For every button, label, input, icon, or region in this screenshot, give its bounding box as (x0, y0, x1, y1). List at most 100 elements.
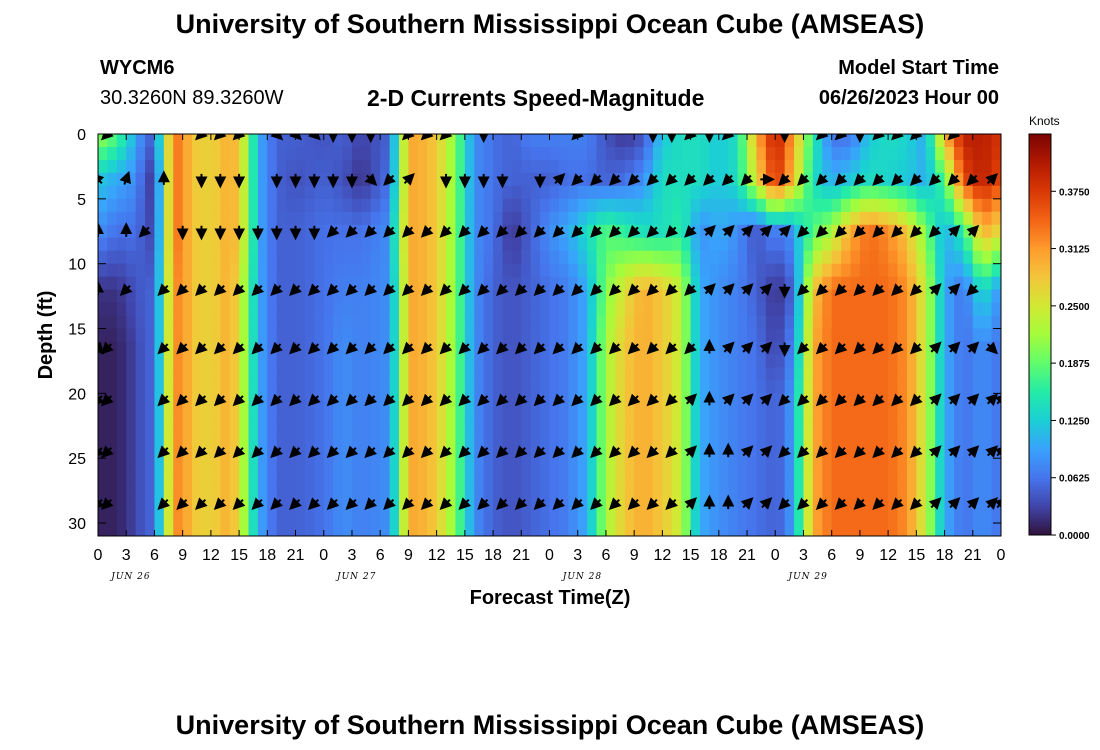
heatmap-cell (267, 276, 278, 291)
current-vector-arrow (364, 283, 378, 297)
current-vector-arrow (270, 134, 284, 141)
heatmap-cell (389, 497, 400, 511)
heatmap-cell (925, 146, 936, 161)
heatmap-cell (690, 497, 701, 511)
heatmap-cell (803, 419, 814, 433)
heatmap-cell (333, 354, 344, 369)
heatmap-cell (286, 354, 297, 369)
heatmap-cell (756, 289, 767, 304)
current-vector-arrow (307, 341, 321, 355)
current-vector-arrow (872, 224, 886, 238)
heatmap-cell (380, 354, 391, 369)
heatmap-cell (728, 380, 739, 394)
heatmap-cell (643, 484, 654, 498)
heatmap-cell (803, 198, 814, 213)
heatmap-cell (615, 458, 626, 472)
heatmap-cell (408, 367, 419, 381)
heatmap-cell (126, 419, 137, 433)
heatmap-cell (248, 484, 259, 498)
heatmap-cell (455, 263, 466, 278)
heatmap-cell (643, 237, 654, 252)
heatmap-cell (314, 198, 325, 213)
heatmap-cell (163, 393, 174, 407)
heatmap-cell (436, 263, 447, 278)
heatmap-cell (859, 146, 870, 161)
heatmap-cell (248, 380, 259, 394)
current-vector-arrow (608, 341, 622, 355)
heatmap-cell (747, 289, 758, 304)
heatmap-cell (963, 354, 974, 369)
current-vector-arrow (251, 283, 265, 297)
current-vector-arrow (289, 134, 302, 141)
current-vector-arrow (627, 341, 641, 355)
heatmap-cell (370, 497, 381, 511)
heatmap-cell (615, 263, 626, 278)
heatmap-cell (173, 315, 184, 330)
heatmap-cell (436, 250, 447, 265)
heatmap-cell (596, 406, 607, 420)
heatmap-cell (333, 471, 344, 485)
heatmap-cell (286, 484, 297, 498)
heatmap-cell (878, 523, 889, 536)
heatmap-cell (568, 302, 579, 317)
heatmap-cell (436, 406, 447, 420)
heatmap-cell (784, 289, 795, 304)
heatmap-cell (953, 354, 964, 369)
heatmap-cell (295, 471, 306, 485)
heatmap-cell (408, 263, 419, 278)
heatmap-cell (643, 263, 654, 278)
heatmap-cell (323, 354, 334, 369)
heatmap-cell (116, 367, 127, 381)
heatmap-cell (126, 471, 137, 485)
heatmap-cell (126, 367, 137, 381)
heatmap-cell (643, 250, 654, 265)
heatmap-cell (248, 302, 259, 317)
heatmap-cell (652, 354, 663, 369)
heatmap-cell (229, 276, 240, 291)
heatmap-cell (963, 146, 974, 161)
heatmap-cell (756, 419, 767, 433)
heatmap-cell (935, 250, 946, 265)
heatmap-cell (718, 354, 729, 369)
heatmap-cell (700, 523, 711, 536)
heatmap-cell (991, 367, 1001, 381)
current-vector-arrow (307, 283, 321, 297)
heatmap-cell (530, 289, 541, 304)
heatmap-cell (972, 263, 983, 278)
heatmap-cell (276, 497, 287, 511)
heatmap-cell (163, 471, 174, 485)
heatmap-cell (972, 224, 983, 239)
heatmap-cell (248, 172, 259, 187)
heatmap-cell (765, 406, 776, 420)
current-vector-arrow (815, 393, 829, 407)
heatmap-cell (163, 250, 174, 265)
heatmap-cell (192, 406, 203, 420)
heatmap-cell (126, 432, 137, 446)
heatmap-cell (953, 432, 964, 446)
heatmap-cell (615, 406, 626, 420)
heatmap-cell (822, 380, 833, 394)
heatmap-cell (464, 380, 475, 394)
current-vector-arrow (514, 393, 528, 407)
heatmap-cell (662, 432, 673, 446)
heatmap-cell (464, 315, 475, 330)
heatmap-cell (944, 471, 955, 485)
current-vector-arrow (778, 393, 791, 407)
heatmap-cell (615, 471, 626, 485)
heatmap-cell (888, 406, 899, 420)
heatmap-cell (417, 328, 428, 343)
heatmap-cell (831, 198, 842, 213)
current-vector-arrow (608, 283, 622, 297)
heatmap-cell (737, 263, 748, 278)
heatmap-cell (671, 432, 682, 446)
colorbar-tick-label: 0.3125 (1059, 245, 1090, 256)
heatmap-cell (540, 445, 551, 459)
heatmap-cell (98, 471, 109, 485)
heatmap-cell (916, 237, 927, 252)
heatmap-cell (483, 159, 494, 174)
heatmap-cell (831, 276, 842, 291)
heatmap-cell (728, 159, 739, 174)
heatmap-cell (361, 198, 372, 213)
heatmap-cell (493, 134, 504, 148)
